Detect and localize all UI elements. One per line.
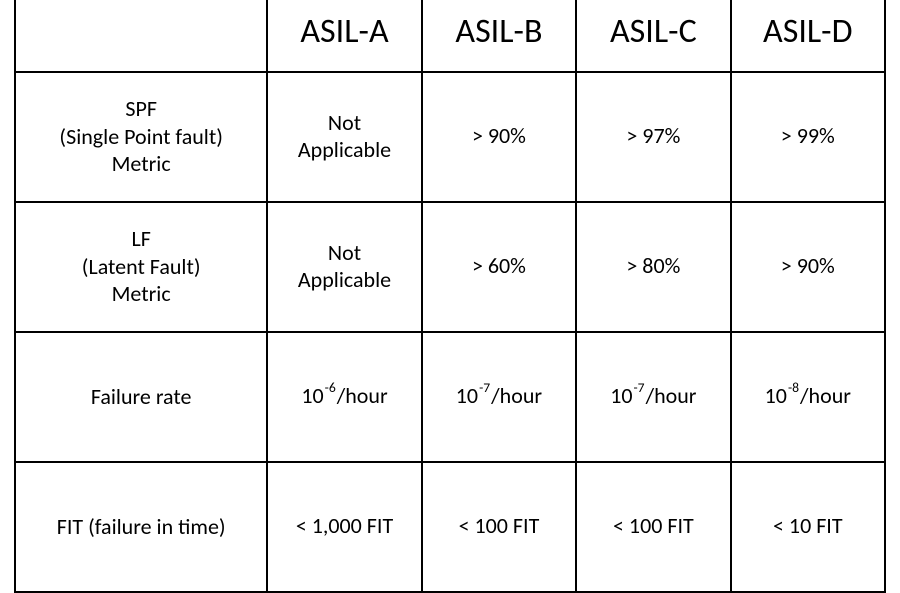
- cell-text-line: Applicable: [298, 266, 391, 293]
- header-row: ASIL-A ASIL-B ASIL-C ASIL-D: [15, 0, 885, 72]
- table-row: SPF (Single Point fault) Metric Not Appl…: [15, 72, 885, 202]
- cell-rate-c: 10-7/hour: [576, 332, 730, 462]
- cell-text-line: Not: [328, 109, 361, 136]
- row-label-line: Metric: [112, 280, 171, 307]
- row-label-line: SPF: [125, 95, 157, 122]
- row-header-spf: SPF (Single Point fault) Metric: [15, 72, 267, 202]
- cell-lf-c: > 80%: [576, 202, 730, 332]
- cell-rate-b: 10-7/hour: [422, 332, 576, 462]
- cell-lf-a: Not Applicable: [267, 202, 421, 332]
- header-asil-c: ASIL-C: [576, 0, 730, 72]
- cell-text-line: Not: [328, 239, 361, 266]
- exp-sup: -7: [634, 379, 645, 396]
- cell-fit-c: < 100 FIT: [576, 462, 730, 592]
- table-row: FIT (failure in time) < 1,000 FIT < 100 …: [15, 462, 885, 592]
- header-asil-a: ASIL-A: [267, 0, 421, 72]
- row-label-line: Failure rate: [91, 383, 192, 410]
- table-container: ASIL-A ASIL-B ASIL-C ASIL-D SPF (Single …: [0, 0, 900, 587]
- row-label-line: (Latent Fault): [82, 253, 201, 280]
- row-header-failure-rate: Failure rate: [15, 332, 267, 462]
- header-asil-b: ASIL-B: [422, 0, 576, 72]
- cell-spf-a: Not Applicable: [267, 72, 421, 202]
- row-label-line: (Single Point fault): [59, 123, 222, 150]
- cell-fit-a: < 1,000 FIT: [267, 462, 421, 592]
- table-row: LF (Latent Fault) Metric Not Applicable …: [15, 202, 885, 332]
- row-header-lf: LF (Latent Fault) Metric: [15, 202, 267, 332]
- row-label-line: Metric: [112, 150, 171, 177]
- header-asil-d: ASIL-D: [731, 0, 885, 72]
- exp-suffix: /hour: [337, 382, 388, 409]
- cell-lf-d: > 90%: [731, 202, 885, 332]
- exp-sup: -7: [479, 379, 490, 396]
- cell-fit-d: < 10 FIT: [731, 462, 885, 592]
- row-label-line: LF: [131, 225, 150, 252]
- cell-rate-d: 10-8/hour: [731, 332, 885, 462]
- header-blank: [15, 0, 267, 72]
- exp-base: 10: [610, 382, 632, 409]
- table-row: Failure rate 10-6/hour 10-7/hour 10-7/ho…: [15, 332, 885, 462]
- row-header-fit: FIT (failure in time): [15, 462, 267, 592]
- exp-suffix: /hour: [646, 382, 697, 409]
- cell-text-line: Applicable: [298, 136, 391, 163]
- cell-spf-c: > 97%: [576, 72, 730, 202]
- cell-rate-a: 10-6/hour: [267, 332, 421, 462]
- exp-sup: -8: [788, 379, 799, 396]
- cell-spf-d: > 99%: [731, 72, 885, 202]
- exp-sup: -6: [325, 379, 336, 396]
- exp-base: 10: [301, 382, 323, 409]
- exp-suffix: /hour: [491, 382, 542, 409]
- exp-base: 10: [456, 382, 478, 409]
- cell-spf-b: > 90%: [422, 72, 576, 202]
- cell-lf-b: > 60%: [422, 202, 576, 332]
- exp-base: 10: [765, 382, 787, 409]
- row-label-line: FIT (failure in time): [57, 513, 226, 540]
- asil-table: ASIL-A ASIL-B ASIL-C ASIL-D SPF (Single …: [14, 0, 886, 593]
- cell-fit-b: < 100 FIT: [422, 462, 576, 592]
- exp-suffix: /hour: [800, 382, 851, 409]
